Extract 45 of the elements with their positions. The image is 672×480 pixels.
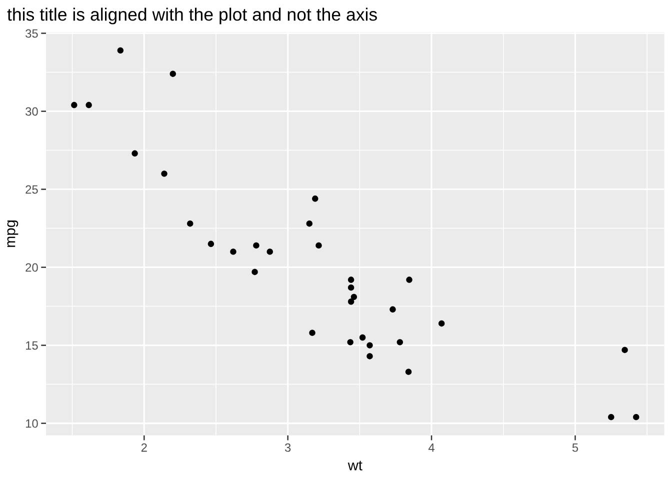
y-tick-label: 35 (26, 29, 38, 38)
x-tick-label: 4 (428, 443, 434, 452)
point (306, 220, 312, 227)
point (132, 150, 138, 157)
point (348, 276, 354, 283)
point (230, 248, 236, 255)
point (71, 102, 78, 108)
x-tick-label: 2 (141, 443, 147, 452)
point (266, 248, 273, 255)
y-tick-label: 30 (26, 107, 38, 116)
point (348, 298, 354, 305)
y-tick-label: 10 (26, 419, 38, 428)
point (312, 196, 318, 202)
point (117, 47, 124, 54)
point (633, 414, 640, 420)
point (253, 242, 260, 249)
x-tick-label: 3 (284, 443, 291, 452)
point (390, 306, 396, 313)
point (252, 268, 258, 276)
point (406, 276, 412, 283)
point (309, 330, 316, 336)
point (161, 170, 168, 177)
y-tick-label: 15 (26, 341, 38, 350)
point (366, 353, 373, 360)
y-tick-label: 25 (26, 185, 38, 194)
point (350, 294, 358, 300)
point (396, 339, 404, 346)
x-axis-title: wt (348, 460, 362, 470)
point (316, 242, 322, 249)
point (405, 368, 412, 375)
point (366, 342, 373, 348)
point (208, 240, 214, 247)
point (170, 70, 176, 77)
point (187, 220, 194, 227)
y-tick-label: 20 (26, 263, 38, 272)
x-tick-label: 5 (572, 443, 578, 452)
point (438, 320, 445, 327)
y-axis-title: mpg (7, 220, 18, 247)
point (608, 414, 614, 420)
point (622, 346, 628, 354)
point (347, 339, 354, 346)
point (348, 284, 354, 291)
point (86, 102, 92, 108)
point (359, 334, 366, 341)
chart-title: this title is aligned with the plot and not the axis (7, 8, 377, 24)
